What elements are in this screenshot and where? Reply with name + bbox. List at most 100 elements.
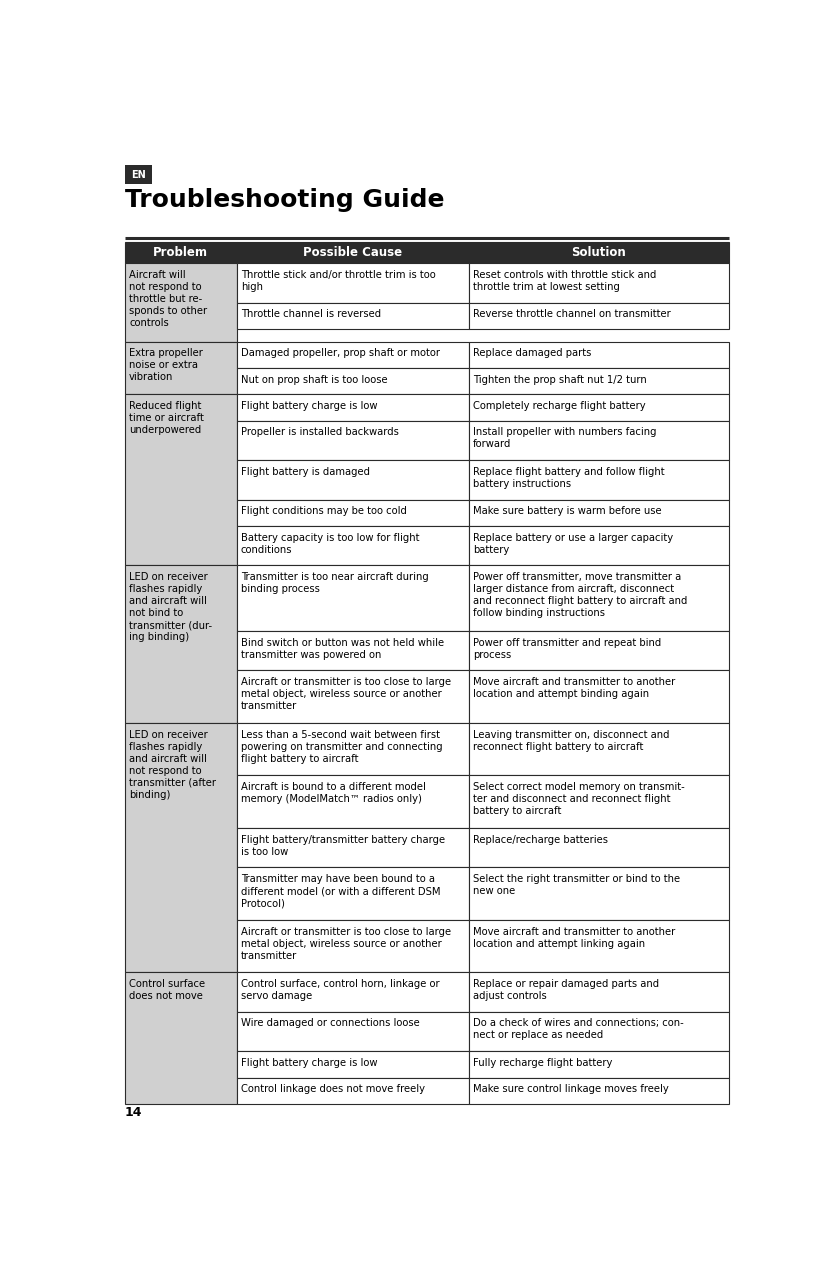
Text: Select correct model memory on transmit-
ter and disconnect and reconnect flight: Select correct model memory on transmit-… [474, 782, 685, 816]
Text: Fully recharge flight battery: Fully recharge flight battery [474, 1058, 613, 1068]
Bar [125, 394, 237, 566]
Bar [125, 566, 237, 723]
Bar [237, 1077, 469, 1104]
Text: Reverse throttle channel on transmitter: Reverse throttle channel on transmitter [474, 310, 671, 319]
Bar [237, 527, 469, 566]
Bar [237, 671, 469, 723]
Text: Make sure battery is warm before use: Make sure battery is warm before use [474, 506, 662, 516]
Bar [469, 342, 728, 368]
Text: Control surface
does not move: Control surface does not move [129, 979, 205, 1001]
Text: Leaving transmitter on, disconnect and
reconnect flight battery to aircraft: Leaving transmitter on, disconnect and r… [474, 729, 670, 751]
Text: Flight battery/transmitter battery charge
is too low: Flight battery/transmitter battery charg… [241, 835, 445, 857]
Text: Reduced flight
time or aircraft
underpowered: Reduced flight time or aircraft underpow… [129, 402, 204, 435]
Bar [469, 775, 728, 827]
Bar [125, 342, 237, 394]
Bar [469, 394, 728, 421]
Bar [237, 241, 469, 263]
Text: Flight conditions may be too cold: Flight conditions may be too cold [241, 506, 407, 516]
Bar [237, 342, 469, 368]
Text: Bind switch or button was not held while
transmitter was powered on: Bind switch or button was not held while… [241, 638, 444, 659]
Bar [469, 527, 728, 566]
Bar [237, 566, 469, 631]
Text: Throttle channel is reversed: Throttle channel is reversed [241, 310, 381, 319]
Bar [237, 867, 469, 919]
Bar [237, 919, 469, 973]
Bar [237, 775, 469, 827]
Bar [469, 302, 728, 329]
Text: Make sure control linkage moves freely: Make sure control linkage moves freely [474, 1084, 669, 1094]
Text: Damaged propeller, prop shaft or motor: Damaged propeller, prop shaft or motor [241, 348, 440, 358]
Text: Move aircraft and transmitter to another
location and attempt linking again: Move aircraft and transmitter to another… [474, 927, 676, 949]
Text: Tighten the prop shaft nut 1/2 turn: Tighten the prop shaft nut 1/2 turn [474, 375, 647, 385]
Bar [125, 166, 152, 184]
Text: Battery capacity is too low for flight
conditions: Battery capacity is too low for flight c… [241, 533, 419, 555]
Bar [469, 919, 728, 973]
Bar [237, 500, 469, 527]
Text: Replace or repair damaged parts and
adjust controls: Replace or repair damaged parts and adju… [474, 979, 659, 1001]
Text: Power off transmitter, move transmitter a
larger distance from aircraft, disconn: Power off transmitter, move transmitter … [474, 572, 687, 618]
Bar [237, 1012, 469, 1051]
Text: Control linkage does not move freely: Control linkage does not move freely [241, 1084, 425, 1094]
Bar [125, 263, 237, 342]
Bar [237, 460, 469, 500]
Text: Replace/recharge batteries: Replace/recharge batteries [474, 835, 608, 844]
Text: LED on receiver
flashes rapidly
and aircraft will
not bind to
transmitter (dur-
: LED on receiver flashes rapidly and airc… [129, 572, 212, 643]
Text: Transmitter may have been bound to a
different model (or with a different DSM
Pr: Transmitter may have been bound to a dif… [241, 875, 441, 908]
Bar [469, 671, 728, 723]
Text: Flight battery charge is low: Flight battery charge is low [241, 1058, 377, 1068]
Text: Install propeller with numbers facing
forward: Install propeller with numbers facing fo… [474, 427, 657, 450]
Bar [469, 827, 728, 867]
Bar [237, 1051, 469, 1077]
Bar [469, 1012, 728, 1051]
Text: Control surface, control horn, linkage or
servo damage: Control surface, control horn, linkage o… [241, 979, 440, 1001]
Text: Flight battery is damaged: Flight battery is damaged [241, 467, 370, 477]
Bar [237, 368, 469, 394]
Text: Transmitter is too near aircraft during
binding process: Transmitter is too near aircraft during … [241, 572, 428, 594]
Bar [469, 867, 728, 919]
Bar [237, 263, 469, 302]
Text: EN: EN [131, 170, 146, 180]
Text: Nut on prop shaft is too loose: Nut on prop shaft is too loose [241, 375, 388, 385]
Text: Aircraft or transmitter is too close to large
metal object, wireless source or a: Aircraft or transmitter is too close to … [241, 927, 451, 960]
Bar [469, 421, 728, 460]
Bar [237, 973, 469, 1012]
Text: Less than a 5-second wait between first
powering on transmitter and connecting
f: Less than a 5-second wait between first … [241, 729, 442, 764]
Text: Possible Cause: Possible Cause [303, 246, 403, 259]
Text: Aircraft is bound to a different model
memory (ModelMatch™ radios only): Aircraft is bound to a different model m… [241, 782, 426, 805]
Bar [469, 566, 728, 631]
Bar [469, 1077, 728, 1104]
Bar [469, 631, 728, 671]
Text: Flight battery charge is low: Flight battery charge is low [241, 402, 377, 411]
Bar [469, 973, 728, 1012]
Bar [469, 368, 728, 394]
Bar [469, 460, 728, 500]
Text: Replace flight battery and follow flight
battery instructions: Replace flight battery and follow flight… [474, 467, 665, 488]
Bar [125, 723, 237, 973]
Text: Replace battery or use a larger capacity
battery: Replace battery or use a larger capacity… [474, 533, 673, 555]
Text: Aircraft will
not respond to
throttle but re-
sponds to other
controls: Aircraft will not respond to throttle bu… [129, 270, 207, 328]
Text: Move aircraft and transmitter to another
location and attempt binding again: Move aircraft and transmitter to another… [474, 677, 676, 699]
Text: Throttle stick and/or throttle trim is too
high: Throttle stick and/or throttle trim is t… [241, 270, 436, 292]
Bar [469, 1051, 728, 1077]
Bar [237, 631, 469, 671]
Text: Do a check of wires and connections; con-
nect or replace as needed: Do a check of wires and connections; con… [474, 1019, 684, 1040]
Bar [125, 241, 237, 263]
Text: Power off transmitter and repeat bind
process: Power off transmitter and repeat bind pr… [474, 638, 662, 659]
Text: Propeller is installed backwards: Propeller is installed backwards [241, 427, 398, 437]
Text: Aircraft or transmitter is too close to large
metal object, wireless source or a: Aircraft or transmitter is too close to … [241, 677, 451, 711]
Text: LED on receiver
flashes rapidly
and aircraft will
not respond to
transmitter (af: LED on receiver flashes rapidly and airc… [129, 729, 216, 799]
Bar [237, 827, 469, 867]
Bar [469, 723, 728, 775]
Text: Wire damaged or connections loose: Wire damaged or connections loose [241, 1019, 420, 1029]
Text: Select the right transmitter or bind to the
new one: Select the right transmitter or bind to … [474, 875, 681, 896]
Bar [469, 241, 728, 263]
Bar [125, 973, 237, 1104]
Bar [237, 723, 469, 775]
Text: Problem: Problem [153, 246, 208, 259]
Bar [237, 421, 469, 460]
Bar [237, 302, 469, 329]
Bar [469, 500, 728, 527]
Text: Completely recharge flight battery: Completely recharge flight battery [474, 402, 646, 411]
Text: Troubleshooting Guide: Troubleshooting Guide [125, 189, 445, 213]
Bar [469, 263, 728, 302]
